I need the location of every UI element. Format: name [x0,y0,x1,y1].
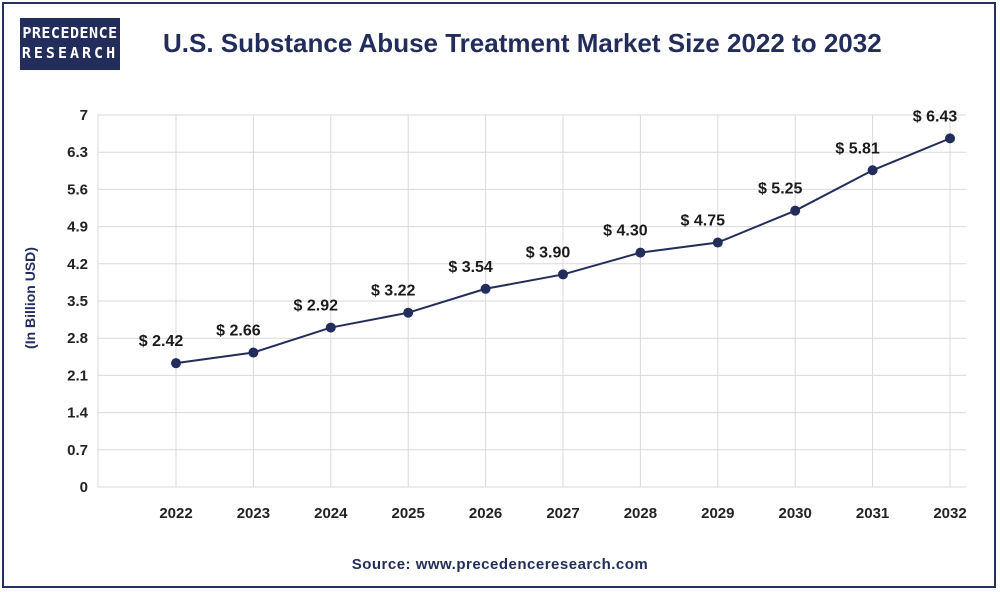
x-tick-label: 2027 [546,505,579,522]
data-label: $ 2.42 [139,333,184,350]
y-tick-label: 2.1 [67,367,88,384]
data-label: $ 3.54 [448,259,493,276]
data-label: $ 3.22 [371,283,416,300]
data-point [403,307,414,318]
x-tick-label: 2031 [856,505,889,522]
x-tick-label: 2025 [392,505,425,522]
y-tick-label: 4.2 [67,256,88,273]
data-label: $ 2.92 [294,298,339,315]
y-tick-label: 2.8 [67,330,88,347]
brand-line-2: RESEARCH [21,44,119,62]
data-label: $ 2.66 [216,323,261,340]
x-tick-label: 2029 [701,505,734,522]
y-tick-label: 4.9 [67,219,88,236]
brand-line-1: PRECEDENCE [22,24,118,42]
data-point [558,269,568,280]
data-label: $ 5.81 [835,140,880,157]
source-note: Source: www.precedenceresearch.com [351,556,649,573]
x-tick-label: 2024 [314,505,348,522]
data-point [867,165,878,176]
data-point [248,347,259,358]
data-label: $ 4.30 [603,223,648,240]
y-tick-label: 7 [80,107,88,124]
y-tick-label: 3.5 [67,293,88,310]
data-point [635,247,646,258]
x-tick-label: 2030 [779,505,812,522]
y-tick-label: 6.3 [67,144,88,161]
data-point [790,205,801,216]
y-tick-label: 5.6 [67,181,88,198]
data-point [480,283,491,294]
data-label: $ 5.25 [758,181,803,198]
data-point [325,322,336,333]
data-point [171,358,181,369]
data-label: $ 3.90 [526,244,571,261]
data-label: $ 4.75 [681,213,726,230]
x-tick-label: 2026 [469,505,502,522]
x-tick-label: 2032 [933,505,966,522]
brand-logo: PRECEDENCE RESEARCH [20,18,120,70]
x-tick-label: 2028 [624,505,657,522]
chart-title: U.S. Substance Abuse Treatment Market Si… [163,28,882,58]
data-label: $ 6.43 [913,108,958,125]
data-point [712,237,723,248]
y-tick-label: 0 [80,479,88,496]
x-tick-label: 2023 [237,505,270,522]
y-tick-label: 0.7 [67,442,88,459]
y-tick-label: 1.4 [67,405,89,422]
data-point [945,133,955,144]
x-tick-label: 2022 [159,505,192,522]
